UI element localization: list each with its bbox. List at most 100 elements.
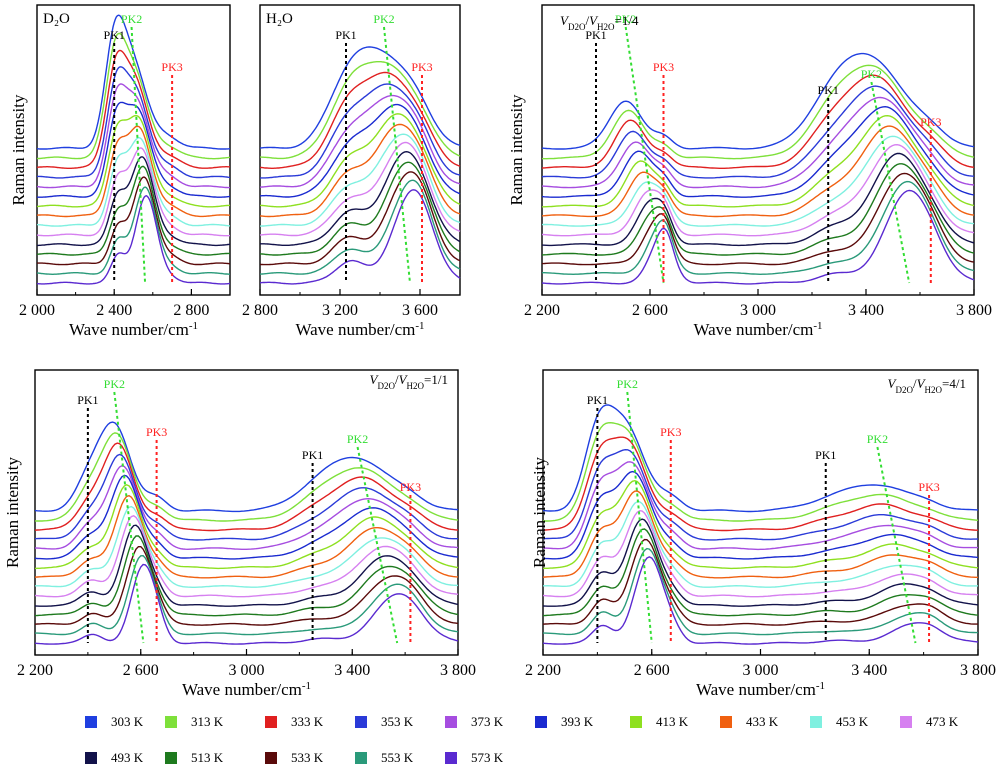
spectrum-line-303K	[259, 46, 461, 149]
legend-item: 413 K	[630, 714, 688, 730]
peak-label-pk2: PK2	[615, 12, 636, 26]
spectrum-line-433K	[259, 123, 461, 218]
spectrum-line-313K	[34, 432, 459, 522]
peak-label-pk3: PK3	[161, 60, 182, 74]
spectrum-line-553K	[260, 179, 461, 275]
y-axis-label: Raman intensity	[507, 94, 526, 205]
peak-label-pk2: PK2	[861, 67, 882, 81]
plot-frame	[34, 369, 459, 656]
spectrum-line-373K	[542, 461, 978, 551]
legend-item: 353 K	[355, 714, 413, 730]
spectrum-line-393K	[541, 105, 975, 198]
peak-label-pk2: PK2	[373, 12, 394, 26]
x-tick-label: 2 200	[525, 662, 561, 679]
x-tick-label: 2 800	[173, 302, 209, 319]
legend-swatch	[355, 716, 367, 728]
legend-item: 313 K	[165, 714, 223, 730]
spectrum-line-473K	[34, 515, 459, 598]
spectrum-line-473K	[542, 509, 979, 598]
legend-label: 413 K	[656, 714, 689, 729]
x-tick-label: 2 200	[17, 662, 53, 679]
legend-swatch	[535, 716, 547, 728]
y-axis-label: Raman intensity	[3, 457, 22, 568]
legend-swatch	[445, 716, 457, 728]
spectrum-line-573K	[259, 189, 461, 285]
spectrum-line-573K	[36, 195, 231, 285]
spectrum-line-433K	[36, 125, 231, 218]
plot-frame	[36, 4, 231, 296]
spectrum-line-333K	[36, 49, 230, 169]
spectrum-line-473K	[541, 143, 975, 237]
legend-swatch	[165, 716, 177, 728]
spectrum-line-303K	[34, 421, 459, 513]
spectrum-line-453K	[541, 135, 975, 227]
x-tick-label: 3 400	[851, 662, 887, 679]
panel-title: VD2O/VH2O=1/1	[370, 372, 448, 391]
plot-frame	[259, 4, 461, 296]
legend-swatch	[85, 716, 97, 728]
legend-swatch	[355, 752, 367, 764]
legend-label: 513 K	[191, 750, 224, 765]
spectrum-line-353K	[542, 448, 979, 541]
spectrum-line-453K	[260, 133, 461, 227]
x-tick-label: 3 800	[956, 302, 992, 319]
spectrum-line-333K	[259, 71, 461, 169]
spectrum-line-433K	[541, 125, 975, 218]
peak-label-pk1: PK1	[104, 28, 125, 42]
peak-marker-pk2	[130, 26, 147, 284]
spectrum-line-373K	[34, 465, 459, 551]
legend-label: 353 K	[381, 714, 414, 729]
peak-label-pk2: PK2	[347, 432, 368, 446]
spectrum-line-493K	[260, 150, 461, 246]
peak-marker-pk2	[626, 391, 653, 644]
y-axis-label: Raman intensity	[530, 457, 549, 568]
spectrum-line-373K	[259, 94, 461, 188]
spectrum-line-453K	[36, 136, 231, 227]
peak-marker-pk2	[870, 81, 911, 284]
spectrum-line-553K	[542, 180, 975, 276]
spectrum-line-493K	[37, 156, 231, 247]
chart-panel-4: PK1 PK2 PK3 PK1 PK2 PK3 2 200 2 600 3 000 3 400 3 …	[3, 369, 476, 699]
x-tick-label: 3 400	[848, 302, 884, 319]
spectrum-line-303K	[542, 404, 979, 513]
x-tick-label: 2 600	[123, 662, 159, 679]
peak-label-pk3: PK3	[920, 115, 941, 129]
spectrum-line-493K	[34, 524, 459, 607]
spectrum-line-413K	[260, 113, 461, 208]
peak-label-pk3: PK3	[918, 480, 939, 494]
panel-title: H₂O	[266, 11, 293, 27]
spectrum-line-533K	[259, 171, 461, 266]
spectrum-line-533K	[541, 172, 975, 266]
peak-label-pk1: PK1	[302, 448, 323, 462]
legend-item: 393 K	[535, 714, 593, 730]
spectrum-line-573K	[34, 563, 459, 645]
spectrum-line-313K	[36, 32, 230, 160]
spectrum-line-313K	[541, 64, 975, 160]
spectrum-line-313K	[542, 421, 979, 522]
peak-label-pk1: PK1	[77, 393, 98, 407]
x-axis-label: Wave number/cm-1	[693, 320, 822, 339]
spectrum-line-413K	[542, 479, 979, 570]
spectrum-line-353K	[37, 66, 231, 179]
x-tick-label: 2 400	[96, 302, 132, 319]
x-tick-label: 2 000	[19, 302, 55, 319]
x-tick-label: 2 600	[634, 662, 670, 679]
spectrum-line-333K	[542, 436, 978, 532]
x-tick-label: 3 000	[740, 302, 776, 319]
spectrum-line-353K	[34, 453, 458, 541]
x-axis-label: Wave number/cm-1	[696, 680, 825, 699]
x-axis-label: Wave number/cm-1	[69, 320, 198, 339]
x-tick-label: 3 800	[960, 662, 996, 679]
panel-title: VD2O/VH2O=4/1	[888, 376, 966, 395]
spectrum-line-333K	[34, 442, 459, 532]
legend-item: 453 K	[810, 714, 868, 730]
x-tick-label: 3 600	[402, 302, 438, 319]
panel-title: D₂O	[43, 11, 70, 27]
peak-label-pk3: PK3	[400, 480, 421, 494]
legend-swatch	[720, 716, 732, 728]
legend-item: 573 K	[445, 750, 503, 766]
spectrum-line-533K	[37, 176, 231, 266]
x-axis-label: Wave number/cm-1	[182, 680, 311, 699]
